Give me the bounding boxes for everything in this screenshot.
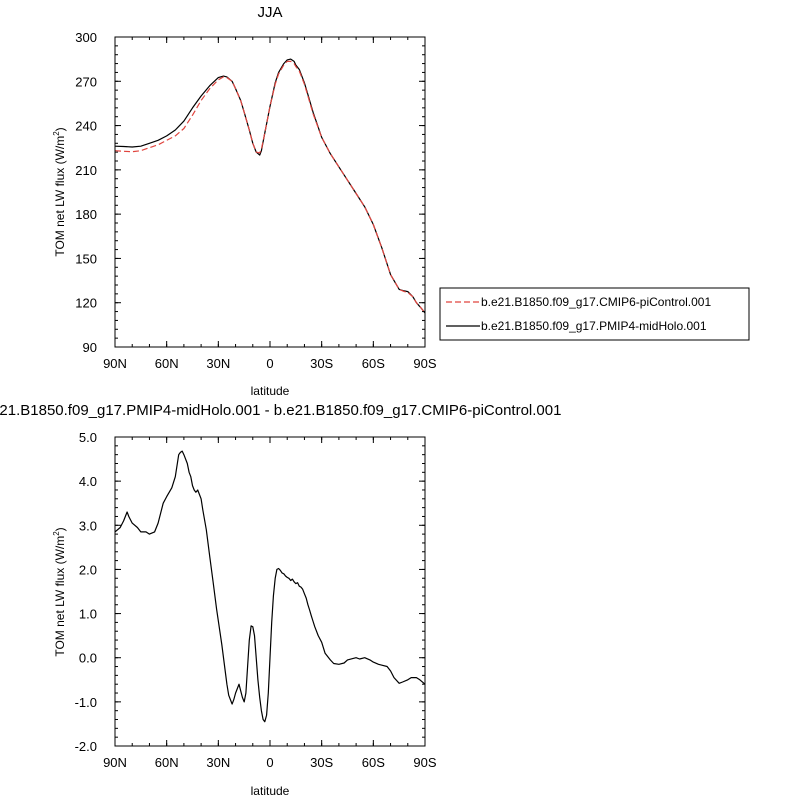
x-tick-label: 60S (362, 755, 385, 770)
series-line-0-0 (114, 60, 426, 314)
y-tick-label: 90 (83, 340, 97, 355)
chart-top-title: JJA (257, 4, 282, 21)
x-tick-label: 90S (413, 356, 436, 371)
y-tick-label: 0.0 (79, 651, 97, 666)
y-tick-label: 120 (75, 296, 97, 311)
chart-top-ticks: 90N 60N 30N 0 30S 60S 90S 90 120 150 180 210 240 270 3… (75, 30, 437, 371)
chart-bottom-ticks: 90N 60N 30N 0 30S 60S 90S -2.0 -1.0 0.0 1.0 2.0 3.0 4… (75, 430, 437, 770)
y-tick-label: 270 (75, 74, 97, 89)
chart-bottom: b.e21.B1850.f09_g17.PMIP4-midHolo.001 - … (0, 402, 561, 798)
chart-bottom-ylabel: TOM net LW flux (W/m2) (52, 527, 67, 656)
x-tick-label: 30S (310, 755, 333, 770)
x-tick-label: 90S (413, 755, 436, 770)
legend-box (439, 287, 750, 341)
y-tick-label: 1.0 (79, 607, 97, 622)
x-tick-label: 60N (155, 755, 179, 770)
x-tick-label: 30N (206, 755, 230, 770)
chart-bottom-frame (114, 436, 426, 747)
x-tick-label: 90N (103, 356, 127, 371)
series-line-1-0 (114, 450, 426, 723)
chart-top-legend: b.e21.B1850.f09_g17.CMIP6-piControl.001 … (439, 287, 750, 341)
x-tick-label: 30S (310, 356, 333, 371)
y-tick-label: 150 (75, 251, 97, 266)
chart-top-frame (114, 36, 426, 348)
x-tick-label: 0 (266, 755, 273, 770)
chart-bottom-series (114, 450, 426, 723)
y-tick-label: 210 (75, 163, 97, 178)
chart-bottom-xlabel: latitude (251, 784, 290, 798)
x-tick-label: 30N (206, 356, 230, 371)
series-line-0-1 (114, 58, 426, 314)
y-tick-label: 180 (75, 207, 97, 222)
y-tick-label: 4.0 (79, 474, 97, 489)
y-tick-label: 300 (75, 30, 97, 45)
y-tick-label: 5.0 (79, 430, 97, 445)
y-tick-label: 240 (75, 119, 97, 134)
y-tick-label: -1.0 (75, 695, 97, 710)
x-tick-label: 0 (266, 356, 273, 371)
y-tick-label: 3.0 (79, 518, 97, 533)
legend-label-picontrol: b.e21.B1850.f09_g17.CMIP6-piControl.001 (481, 295, 711, 309)
x-tick-label: 60N (155, 356, 179, 371)
legend-label-midholo: b.e21.B1850.f09_g17.PMIP4-midHolo.001 (481, 319, 707, 333)
chart-top-xlabel: latitude (251, 384, 290, 398)
y-tick-label: -2.0 (75, 739, 97, 754)
x-tick-label: 60S (362, 356, 385, 371)
x-tick-label: 90N (103, 755, 127, 770)
y-tick-label: 2.0 (79, 562, 97, 577)
chart-top-ylabel: TOM net LW flux (W/m2) (52, 127, 67, 256)
chart-top: JJA 90N 60N 30N 0 30S 60S 90S 90 120 150 180 210 240… (52, 4, 750, 398)
chart-top-series (114, 58, 426, 314)
chart-bottom-title: b.e21.B1850.f09_g17.PMIP4-midHolo.001 - … (0, 402, 561, 419)
